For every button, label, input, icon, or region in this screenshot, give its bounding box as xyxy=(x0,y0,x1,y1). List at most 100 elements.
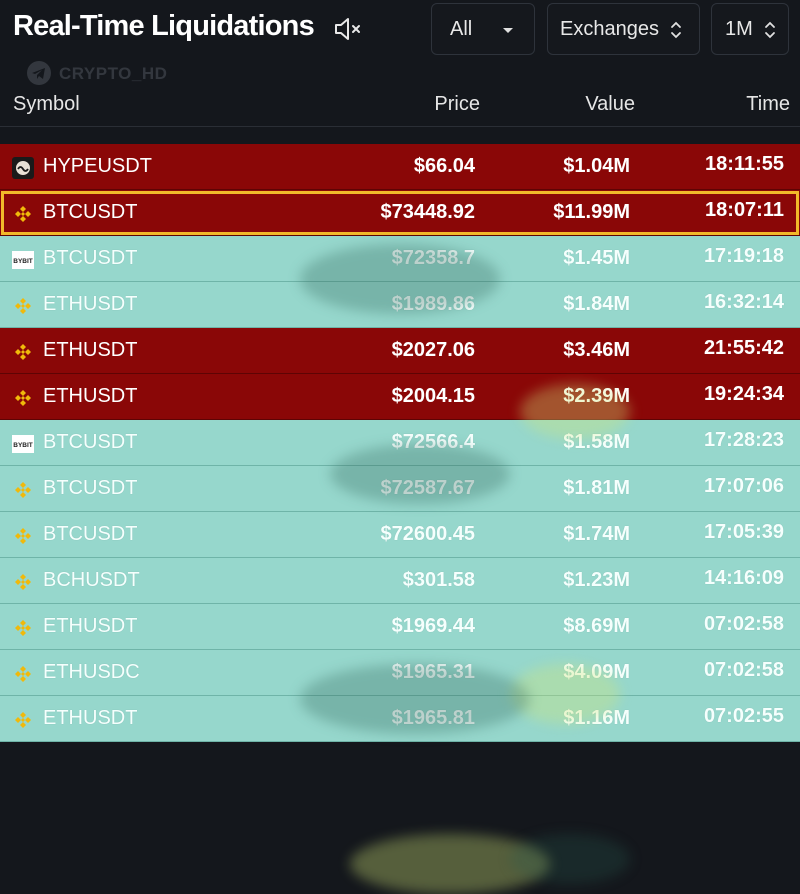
price-cell: $2027.06 xyxy=(391,339,475,361)
watermark-text: CRYPTO_HD xyxy=(59,64,168,83)
table-row[interactable]: BTCUSDT $73448.92 $11.99M 18:07:11 xyxy=(0,190,800,236)
price-cell: $72600.45 xyxy=(380,523,475,545)
column-header-time[interactable]: Time xyxy=(746,93,790,115)
value-cell: $3.46M xyxy=(563,339,630,361)
symbol-cell: HYPEUSDT xyxy=(43,155,152,177)
symbol-cell: ETHUSDT xyxy=(43,293,138,315)
value-cell: $1.81M xyxy=(563,477,630,499)
exchange-filter-label: Exchanges xyxy=(560,18,659,40)
header: Real-Time Liquidations All Exchanges 1M xyxy=(0,0,800,60)
value-cell: $1.04M xyxy=(563,155,630,177)
time-cell: 17:19:18 xyxy=(703,245,784,267)
caret-down-icon xyxy=(503,28,513,33)
binance-icon xyxy=(12,203,34,225)
price-cell: $1989.86 xyxy=(391,293,475,315)
binance-icon xyxy=(12,709,34,731)
binance-icon xyxy=(12,525,34,547)
symbol-cell: ETHUSDT xyxy=(43,385,138,407)
table-row[interactable]: ETHUSDT $1969.44 $8.69M 07:02:58 xyxy=(0,604,800,650)
price-cell: $2004.15 xyxy=(391,385,475,407)
binance-icon xyxy=(12,571,34,593)
time-cell: 17:28:23 xyxy=(703,429,784,451)
price-cell: $1965.31 xyxy=(391,661,475,683)
bybit-icon: BYBIT xyxy=(12,433,34,455)
time-cell: 07:02:58 xyxy=(703,613,784,635)
table-row[interactable]: BTCUSDT $72587.67 $1.81M 17:07:06 xyxy=(0,466,800,512)
table-row[interactable]: BCHUSDT $301.58 $1.23M 14:16:09 xyxy=(0,558,800,604)
period-filter-dropdown[interactable]: 1M xyxy=(711,3,789,55)
symbol-cell: BTCUSDT xyxy=(43,247,138,269)
header-divider xyxy=(0,126,800,127)
time-cell: 18:11:55 xyxy=(705,153,784,175)
binance-icon xyxy=(12,387,34,409)
symbol-cell: ETHUSDT xyxy=(43,339,138,361)
up-down-chevron-icon xyxy=(671,21,681,39)
time-cell: 21:55:42 xyxy=(703,337,784,359)
svg-text:BYBIT: BYBIT xyxy=(13,258,33,265)
symbol-cell: BTCUSDT xyxy=(43,201,138,223)
table-row[interactable]: BYBIT BTCUSDT $72358.7 $1.45M 17:19:18 xyxy=(0,236,800,282)
column-header-symbol[interactable]: Symbol xyxy=(13,93,80,115)
side-filter-label: All xyxy=(450,18,473,40)
table-row[interactable]: BTCUSDT $72600.45 $1.74M 17:05:39 xyxy=(0,512,800,558)
symbol-cell: ETHUSDC xyxy=(43,661,140,683)
time-cell: 14:16:09 xyxy=(703,567,784,589)
value-cell: $8.69M xyxy=(563,615,630,637)
binance-icon xyxy=(12,617,34,639)
price-cell: $1969.44 xyxy=(391,615,475,637)
price-cell: $66.04 xyxy=(413,155,475,177)
binance-icon xyxy=(12,341,34,363)
bybit-icon: BYBIT xyxy=(12,249,34,271)
table-row[interactable]: BYBIT BTCUSDT $72566.4 $1.58M 17:28:23 xyxy=(0,420,800,466)
binance-icon xyxy=(12,663,34,685)
column-header-price[interactable]: Price xyxy=(434,93,480,115)
table-header: Symbol Price Value Time xyxy=(0,90,800,124)
binance-icon xyxy=(12,295,34,317)
symbol-cell: BTCUSDT xyxy=(43,477,138,499)
time-cell: 17:07:06 xyxy=(703,475,784,497)
value-cell: $2.39M xyxy=(563,385,630,407)
value-cell: $1.58M xyxy=(563,431,630,453)
time-cell: 07:02:55 xyxy=(703,705,784,727)
time-cell: 19:24:34 xyxy=(703,383,784,405)
table-row[interactable]: ETHUSDT $1965.81 $1.16M 07:02:55 xyxy=(0,696,800,742)
value-cell: $11.99M xyxy=(553,201,630,223)
table-row[interactable]: ETHUSDT $2027.06 $3.46M 21:55:42 xyxy=(0,328,800,374)
price-cell: $72358.7 xyxy=(391,247,475,269)
table-row[interactable]: ETHUSDT $2004.15 $2.39M 19:24:34 xyxy=(0,374,800,420)
exchange-filter-dropdown[interactable]: Exchanges xyxy=(547,3,700,55)
symbol-cell: ETHUSDT xyxy=(43,707,138,729)
hyperliquid-icon xyxy=(12,157,34,179)
value-cell: $1.45M xyxy=(563,247,630,269)
price-cell: $72587.67 xyxy=(380,477,475,499)
price-cell: $301.58 xyxy=(402,569,475,591)
value-cell: $1.74M xyxy=(563,523,630,545)
symbol-cell: BTCUSDT xyxy=(43,523,138,545)
column-header-value[interactable]: Value xyxy=(585,93,635,115)
period-filter-label: 1M xyxy=(725,18,753,40)
binance-icon xyxy=(12,479,34,501)
symbol-cell: ETHUSDT xyxy=(43,615,138,637)
value-cell: $4.09M xyxy=(563,661,630,683)
table-row[interactable]: ETHUSDT $1989.86 $1.84M 16:32:14 xyxy=(0,282,800,328)
up-down-chevron-icon xyxy=(765,21,775,39)
telegram-icon xyxy=(27,61,51,85)
page-title: Real-Time Liquidations xyxy=(13,10,315,42)
price-cell: $73448.92 xyxy=(380,201,475,223)
background-pattern xyxy=(350,834,550,894)
time-cell: 18:07:11 xyxy=(705,199,784,221)
time-cell: 17:05:39 xyxy=(703,521,784,543)
symbol-cell: BCHUSDT xyxy=(43,569,140,591)
table-row[interactable]: HYPEUSDT $66.04 $1.04M 18:11:55 xyxy=(0,144,800,190)
background-pattern xyxy=(510,834,630,884)
value-cell: $1.16M xyxy=(563,707,630,729)
time-cell: 16:32:14 xyxy=(703,291,784,313)
value-cell: $1.84M xyxy=(563,293,630,315)
value-cell: $1.23M xyxy=(563,569,630,591)
time-cell: 07:02:58 xyxy=(703,659,784,681)
table-row[interactable]: ETHUSDC $1965.31 $4.09M 07:02:58 xyxy=(0,650,800,696)
side-filter-dropdown[interactable]: All xyxy=(431,3,535,55)
symbol-cell: BTCUSDT xyxy=(43,431,138,453)
svg-text:BYBIT: BYBIT xyxy=(13,442,33,449)
speaker-muted-icon[interactable] xyxy=(333,16,363,42)
